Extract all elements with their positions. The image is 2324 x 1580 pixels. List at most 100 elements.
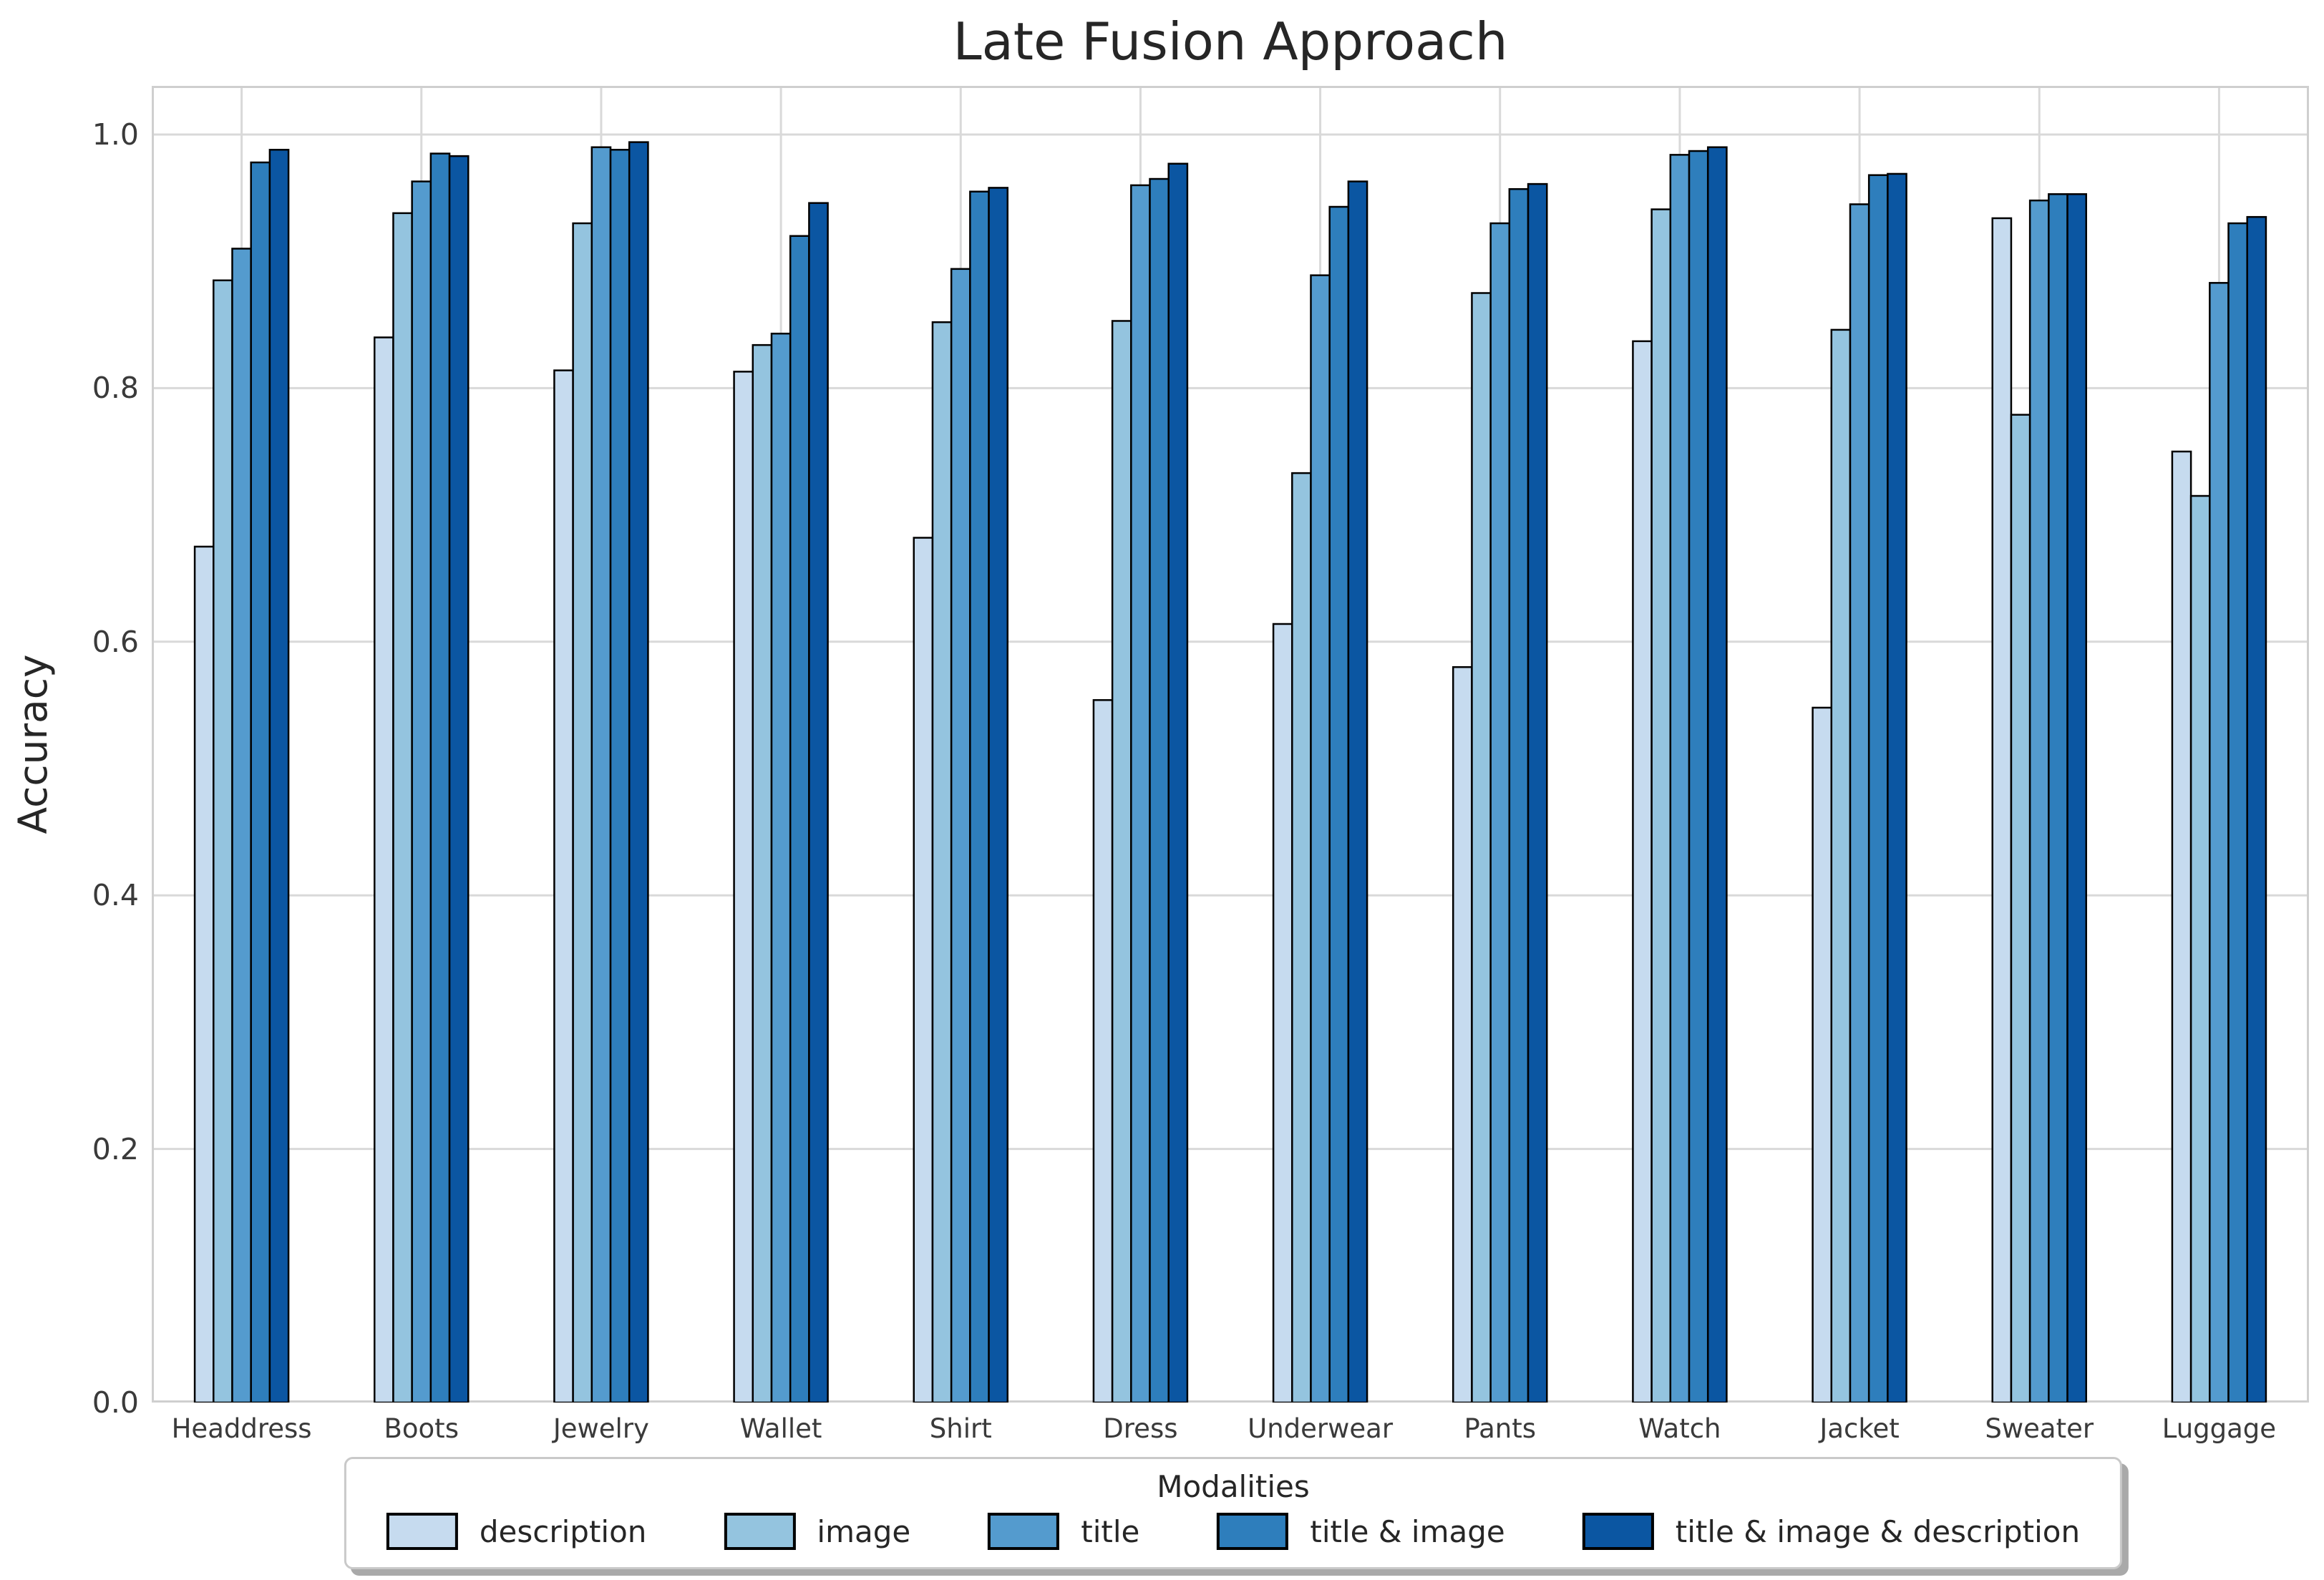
bar-jacket-image <box>1830 328 1852 1403</box>
legend-item-description: description <box>386 1513 647 1550</box>
bar-jewelry-image <box>572 222 593 1403</box>
x-tick-label-underwear: Underwear <box>1248 1413 1394 1444</box>
bar-luggage-description <box>2171 450 2192 1403</box>
bar-dress-description <box>1092 699 1114 1403</box>
bar-underwear-title-image <box>1328 205 1350 1403</box>
legend-swatch-title-image-description <box>1582 1513 1654 1550</box>
x-tick-label-pants: Pants <box>1464 1413 1537 1444</box>
bar-sweater-description <box>1991 217 2013 1403</box>
bar-luggage-title <box>2209 282 2230 1403</box>
bar-headdress-title <box>231 248 252 1403</box>
y-tick-label: 0.4 <box>92 878 139 913</box>
bar-underwear-title-image-description <box>1347 180 1368 1403</box>
bar-sweater-title-image-description <box>2066 193 2088 1403</box>
bar-pants-title <box>1489 222 1511 1403</box>
x-tick-label-jewelry: Jewelry <box>553 1413 649 1444</box>
x-tick-label-shirt: Shirt <box>929 1413 992 1444</box>
bar-jacket-description <box>1812 706 1833 1403</box>
bar-wallet-description <box>733 371 754 1403</box>
bar-shirt-description <box>913 537 934 1403</box>
plot-area <box>152 86 2309 1403</box>
legend-swatch-image <box>724 1513 796 1550</box>
bar-sweater-title <box>2028 199 2050 1403</box>
y-tick-label: 1.0 <box>92 117 139 152</box>
y-tick-label: 0.6 <box>92 624 139 659</box>
bar-pants-image <box>1471 292 1492 1403</box>
x-tick-label-luggage: Luggage <box>2162 1413 2277 1444</box>
legend-label-description: description <box>479 1513 647 1549</box>
y-axis-label: Accuracy <box>10 654 56 834</box>
bar-dress-title-image-description <box>1167 162 1189 1403</box>
bar-pants-title-image <box>1508 187 1530 1403</box>
legend-item-image: image <box>724 1513 910 1550</box>
bar-shirt-image <box>931 321 953 1403</box>
legend-title: Modalities <box>1157 1469 1310 1504</box>
bar-sweater-image <box>2010 414 2031 1403</box>
bar-luggage-image <box>2189 494 2211 1403</box>
bar-boots-title-image-description <box>448 155 470 1403</box>
legend-items: description image title title & image title … <box>386 1513 2080 1550</box>
bar-jewelry-description <box>553 369 574 1403</box>
bar-jacket-title <box>1849 203 1870 1403</box>
x-tick-label-wallet: Wallet <box>739 1413 822 1444</box>
bar-wallet-title-image <box>789 235 810 1403</box>
bar-watch-title <box>1669 154 1691 1403</box>
bar-underwear-image <box>1291 472 1312 1403</box>
bar-wallet-title <box>770 332 792 1403</box>
bar-wallet-image <box>752 343 773 1403</box>
y-tick-label: 0.2 <box>92 1131 139 1166</box>
legend-item-title: title <box>988 1513 1139 1550</box>
bar-watch-title-image <box>1688 150 1709 1403</box>
bar-luggage-title-image-description <box>2246 215 2267 1403</box>
bar-chart-canvas <box>152 86 2309 1403</box>
plot-frame <box>152 86 2309 1403</box>
bar-boots-title <box>411 180 432 1403</box>
legend-swatch-title-image <box>1217 1513 1289 1550</box>
bar-jacket-title-image-description <box>1887 172 1907 1403</box>
bar-headdress-description <box>193 545 215 1403</box>
bar-luggage-title-image <box>2227 222 2248 1403</box>
x-tick-label-headdress: Headdress <box>171 1413 312 1444</box>
legend-label-title: title <box>1081 1513 1140 1549</box>
bar-headdress-title-image-description <box>268 149 290 1403</box>
bar-underwear-description <box>1272 623 1293 1403</box>
bar-jacket-title-image <box>1867 174 1889 1403</box>
bar-boots-image <box>392 212 413 1403</box>
x-tick-label-sweater: Sweater <box>1985 1413 2094 1444</box>
y-tick-label: 0.8 <box>92 371 139 406</box>
legend: Modalities description image title title & … <box>344 1457 2123 1569</box>
bar-shirt-title-image <box>969 190 990 1403</box>
legend-label-image: image <box>817 1513 911 1549</box>
legend-item-title-image: title & image <box>1217 1513 1505 1550</box>
legend-label-title-image-description: title & image & description <box>1675 1513 2081 1549</box>
y-tick-label: 0.0 <box>92 1385 139 1420</box>
bar-wallet-title-image-description <box>808 202 829 1403</box>
bar-pants-title-image-description <box>1527 182 1548 1403</box>
bar-watch-image <box>1650 208 1672 1403</box>
bar-watch-title-image-description <box>1706 146 1728 1403</box>
bar-headdress-image <box>213 279 233 1403</box>
bar-dress-image <box>1111 320 1132 1403</box>
bar-shirt-title-image-description <box>988 187 1009 1403</box>
x-tick-label-dress: Dress <box>1103 1413 1178 1444</box>
legend-swatch-title <box>988 1513 1060 1550</box>
bar-pants-description <box>1452 665 1473 1403</box>
x-tick-label-boots: Boots <box>384 1413 459 1444</box>
bar-shirt-title <box>950 268 971 1403</box>
x-tick-label-watch: Watch <box>1638 1413 1721 1444</box>
bar-jewelry-title-image <box>609 149 631 1403</box>
bar-boots-description <box>374 336 394 1403</box>
bar-sweater-title-image <box>2048 193 2068 1403</box>
legend-item-title-image-description: title & image & description <box>1582 1513 2080 1550</box>
bar-dress-title <box>1130 184 1151 1403</box>
bar-headdress-title-image <box>250 161 271 1403</box>
bar-jewelry-title <box>590 146 612 1403</box>
bar-boots-title-image <box>429 152 451 1403</box>
x-tick-label-jacket: Jacket <box>1819 1413 1900 1444</box>
legend-label-title-image: title & image <box>1310 1513 1505 1549</box>
chart-title: Late Fusion Approach <box>953 11 1508 72</box>
legend-swatch-description <box>386 1513 458 1550</box>
bar-watch-description <box>1632 340 1653 1403</box>
bar-underwear-title <box>1310 274 1331 1403</box>
